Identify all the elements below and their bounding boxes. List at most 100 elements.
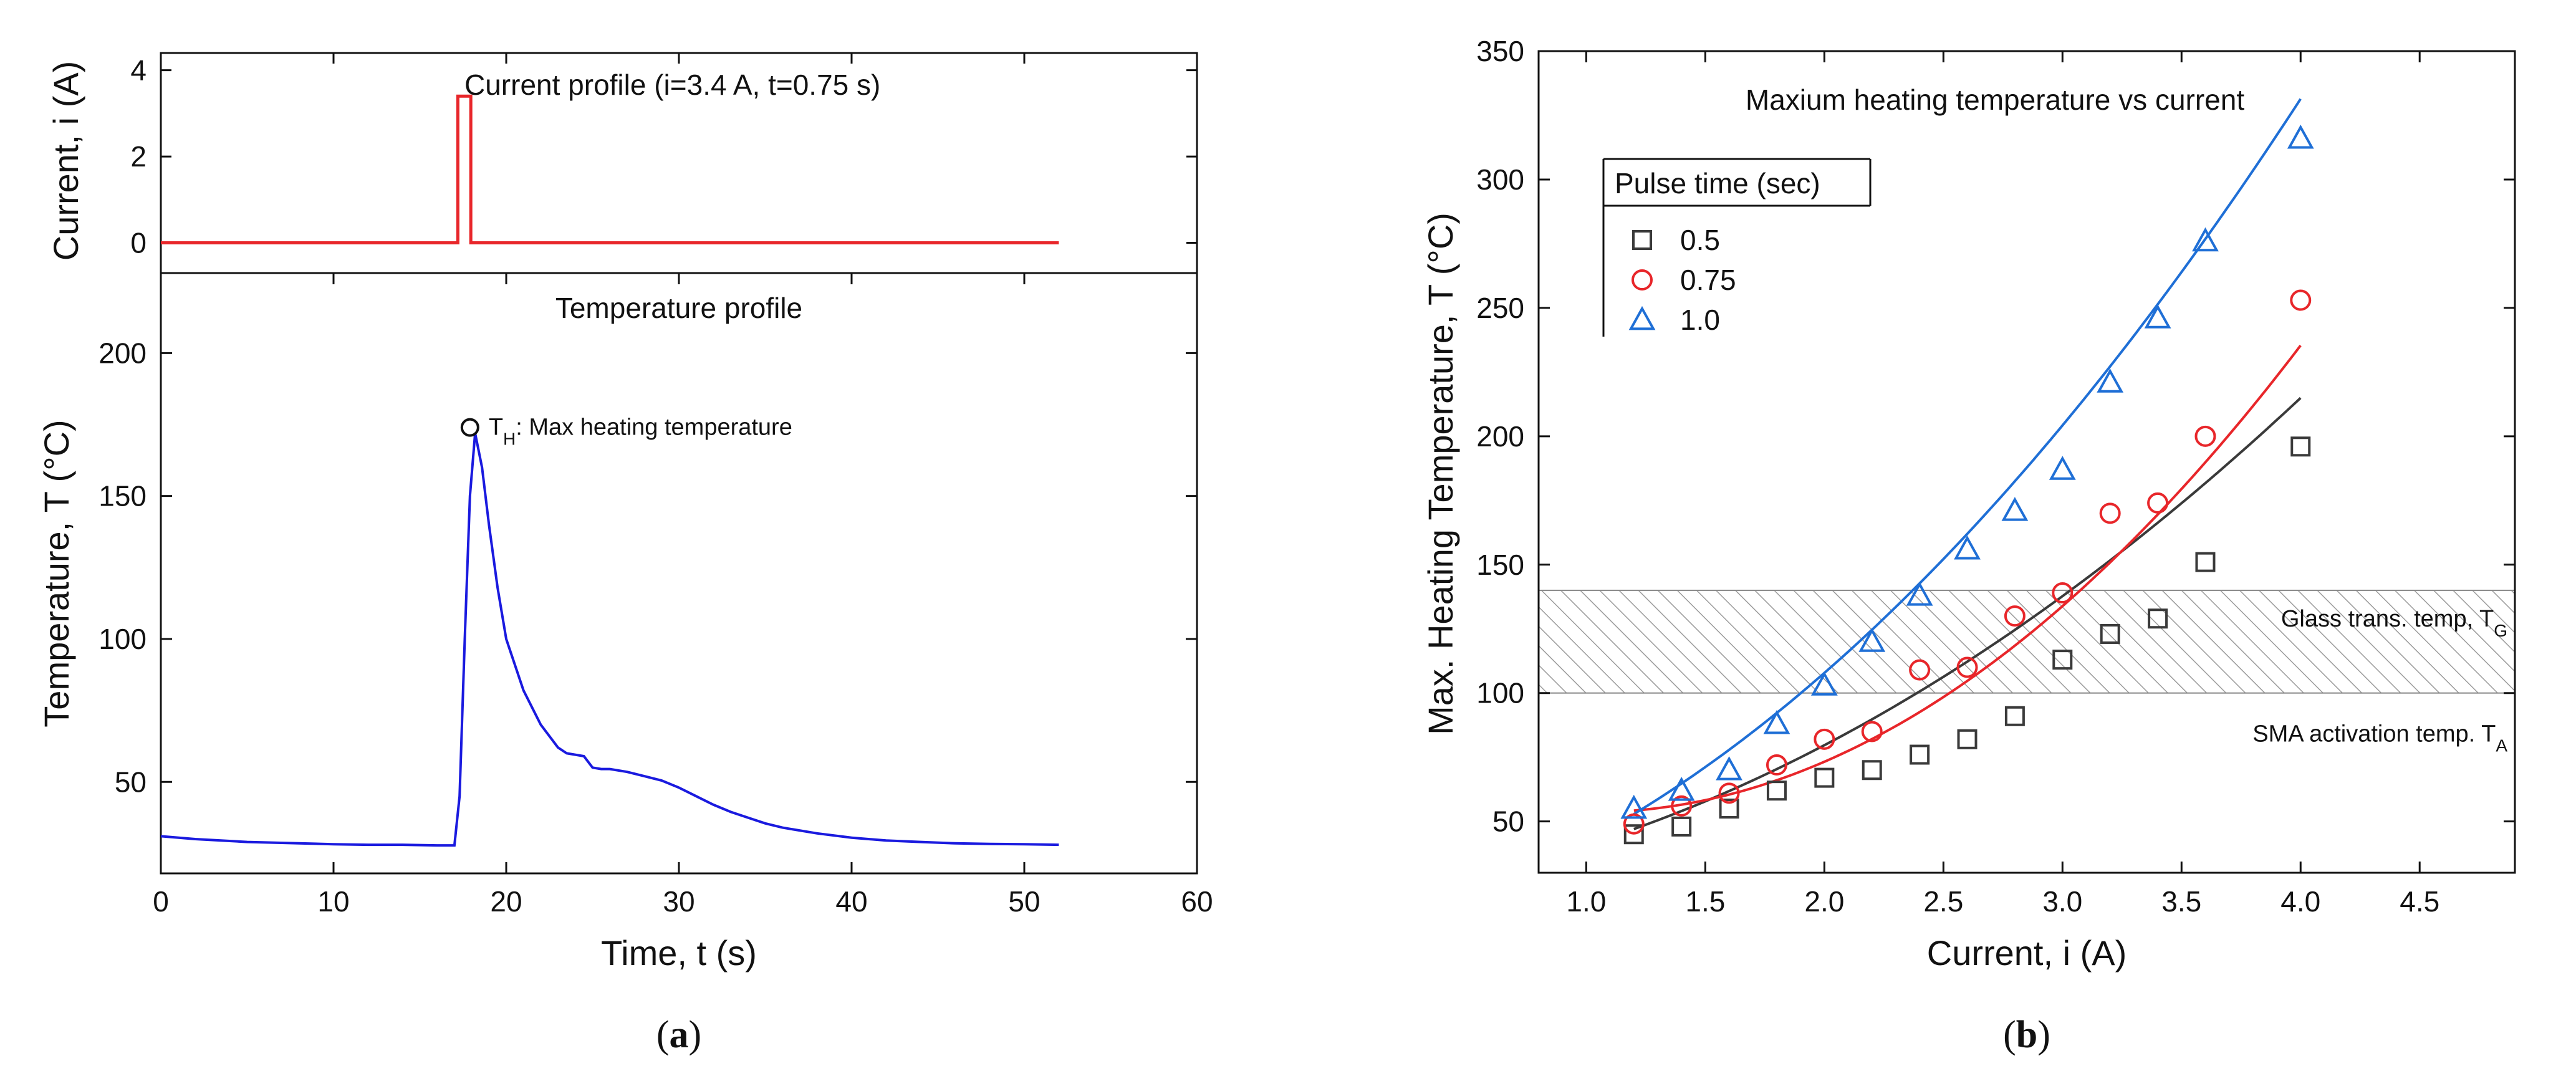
data-point-0.75 <box>1718 782 1740 804</box>
temperature-series-line <box>160 433 1059 847</box>
b-x-tick-label: 4.5 <box>2400 885 2439 918</box>
data-point-1.0 <box>1858 628 1886 652</box>
current-profile-chart: 024 Current profile (i=3.4 A, t=0.75 s) … <box>46 52 1198 274</box>
data-point-0.5 <box>1957 729 1978 749</box>
b-x-ticks: 1.0 1.5 2.0 2.5 3.0 3.5 4.0 4.5 <box>1566 51 2439 918</box>
data-point-0.5 <box>1719 799 1739 819</box>
b-y-tick-label: 50 <box>1492 805 1524 838</box>
data-point-0.75 <box>1814 728 1835 750</box>
current-y-tick-label: 4 <box>130 54 147 87</box>
data-point-1.0 <box>2049 456 2076 480</box>
data-point-0.75 <box>1956 656 1978 678</box>
data-point-1.0 <box>2144 304 2171 329</box>
sma-activation-label: SMA activation temp. TA <box>2252 721 2507 756</box>
data-point-0.75 <box>2147 492 2169 514</box>
b-y-tick-label: 150 <box>1476 549 1524 581</box>
current-profile-title: Current profile (i=3.4 A, t=0.75 s) <box>464 69 880 101</box>
fit-curve-1.0 <box>1633 98 2302 815</box>
data-point-1.0 <box>1810 671 1838 696</box>
data-point-0.5 <box>2100 623 2120 644</box>
b-x-tick-label: 2.0 <box>1804 885 1844 918</box>
data-point-1.0 <box>2287 124 2314 149</box>
legend-label: 1.0 <box>1680 304 1720 336</box>
data-point-1.0 <box>1716 756 1742 780</box>
data-point-0.5 <box>1862 760 1882 780</box>
legend-marker-1.0 <box>1628 305 1656 330</box>
b-x-tick-label: 1.0 <box>1566 885 1606 918</box>
b-x-tick-label: 4.0 <box>2280 885 2320 918</box>
caption-b: (b) <box>2003 1014 2050 1056</box>
data-point-0.5 <box>2004 706 2025 726</box>
temperature-y-tick-label: 100 <box>99 623 147 655</box>
data-point-0.5 <box>1766 780 1787 801</box>
legend-label: 0.5 <box>1680 224 1720 256</box>
temperature-x-tick-label: 30 <box>663 885 694 918</box>
temperature-y-tick-label: 200 <box>99 337 147 369</box>
max-temperature-annotation: TH: Max heating temperature <box>489 415 792 449</box>
data-point-0.5 <box>1814 767 1835 788</box>
transition-band <box>1538 589 2516 694</box>
temperature-y-axis-label: Temperature, T (°C) <box>37 420 76 727</box>
temperature-x-tick-label: 20 <box>490 885 522 918</box>
b-chart-title: Maxium heating temperature vs current <box>1746 84 2244 116</box>
b-x-tick-label: 3.5 <box>2161 885 2201 918</box>
legend-marker-0.5 <box>1632 230 1652 250</box>
data-point-1.0 <box>1954 535 1981 560</box>
temperature-y-tick-label: 50 <box>115 766 147 798</box>
b-y-axis-label: Max. Heating Temperature, T (°C) <box>1421 213 1460 735</box>
max-temperature-chart: 50 100 150 200 250 300 350 1.0 1.5 2.0 2.5 3.0 3.5 4… <box>1421 35 2516 1056</box>
fit-curves <box>1633 98 2302 830</box>
current-y-tick-label: 0 <box>130 227 147 259</box>
max-temperature-marker <box>460 418 479 437</box>
caption-a: (a) <box>656 1014 701 1056</box>
b-x-tick-label: 3.0 <box>2042 885 2082 918</box>
b-y-tick-label: 350 <box>1476 35 1524 67</box>
temperature-y-ticks: 50 100 150 200 <box>99 337 1197 798</box>
b-y-tick-label: 300 <box>1476 163 1524 196</box>
data-point-0.75 <box>1909 659 1931 681</box>
data-point-0.5 <box>2195 552 2216 572</box>
b-x-tick-label: 1.5 <box>1685 885 1725 918</box>
glass-transition-label: Glass trans. temp, TG <box>2281 606 2507 640</box>
data-point-0.5 <box>1623 824 1644 845</box>
b-y-tick-label: 250 <box>1476 292 1524 324</box>
b-x-tick-label: 2.5 <box>1923 885 1963 918</box>
data-point-0.5 <box>1671 816 1692 837</box>
data-point-0.75 <box>2194 425 2216 447</box>
current-y-axis-label: Current, i (A) <box>46 61 85 261</box>
data-points <box>1620 124 2314 845</box>
data-point-0.75 <box>2099 502 2121 524</box>
b-y-tick-label: 200 <box>1476 420 1524 453</box>
current-series-line <box>161 94 1059 244</box>
data-point-0.5 <box>2290 436 2311 457</box>
data-point-0.75 <box>1671 795 1693 817</box>
data-point-0.5 <box>2052 650 2073 670</box>
data-point-0.75 <box>1623 813 1645 835</box>
current-y-ticks: 0 2 4 <box>130 54 1197 259</box>
temperature-plot-frame <box>160 272 1198 875</box>
temperature-x-tick-label: 0 <box>153 885 169 918</box>
b-plot-frame <box>1537 50 2516 874</box>
data-point-1.0 <box>2097 368 2124 393</box>
temperature-y-tick-label: 150 <box>99 480 147 512</box>
temperature-profile-title: Temperature profile <box>555 292 802 324</box>
data-point-1.0 <box>2001 497 2029 521</box>
legend-label: 0.75 <box>1680 264 1736 296</box>
data-point-0.5 <box>1910 744 1930 765</box>
temperature-x-ticks: 0 10 20 30 40 50 60 <box>153 273 1213 918</box>
b-y-tick-label: 100 <box>1476 677 1524 709</box>
time-x-axis-label: Time, t (s) <box>601 933 757 973</box>
fit-curve-0.75 <box>1633 344 2302 812</box>
legend-items: 0.5 0.75 1.0 <box>1628 224 1736 336</box>
data-point-0.5 <box>2148 608 2168 629</box>
temperature-profile-chart: 50 100 150 200 0 10 20 30 40 50 60 TH: Max heatin… <box>37 272 1213 1056</box>
current-y-tick-label: 2 <box>130 140 147 173</box>
temperature-x-tick-label: 60 <box>1181 885 1213 918</box>
data-point-0.75 <box>1861 721 1883 742</box>
fit-curve-0.5 <box>1633 396 2302 830</box>
data-point-1.0 <box>1620 794 1648 819</box>
data-point-1.0 <box>2192 227 2219 252</box>
b-y-ticks: 50 100 150 200 250 300 350 <box>1476 35 2515 838</box>
legend: Pulse time (sec) 0.5 0.75 1.0 <box>1602 158 1872 337</box>
